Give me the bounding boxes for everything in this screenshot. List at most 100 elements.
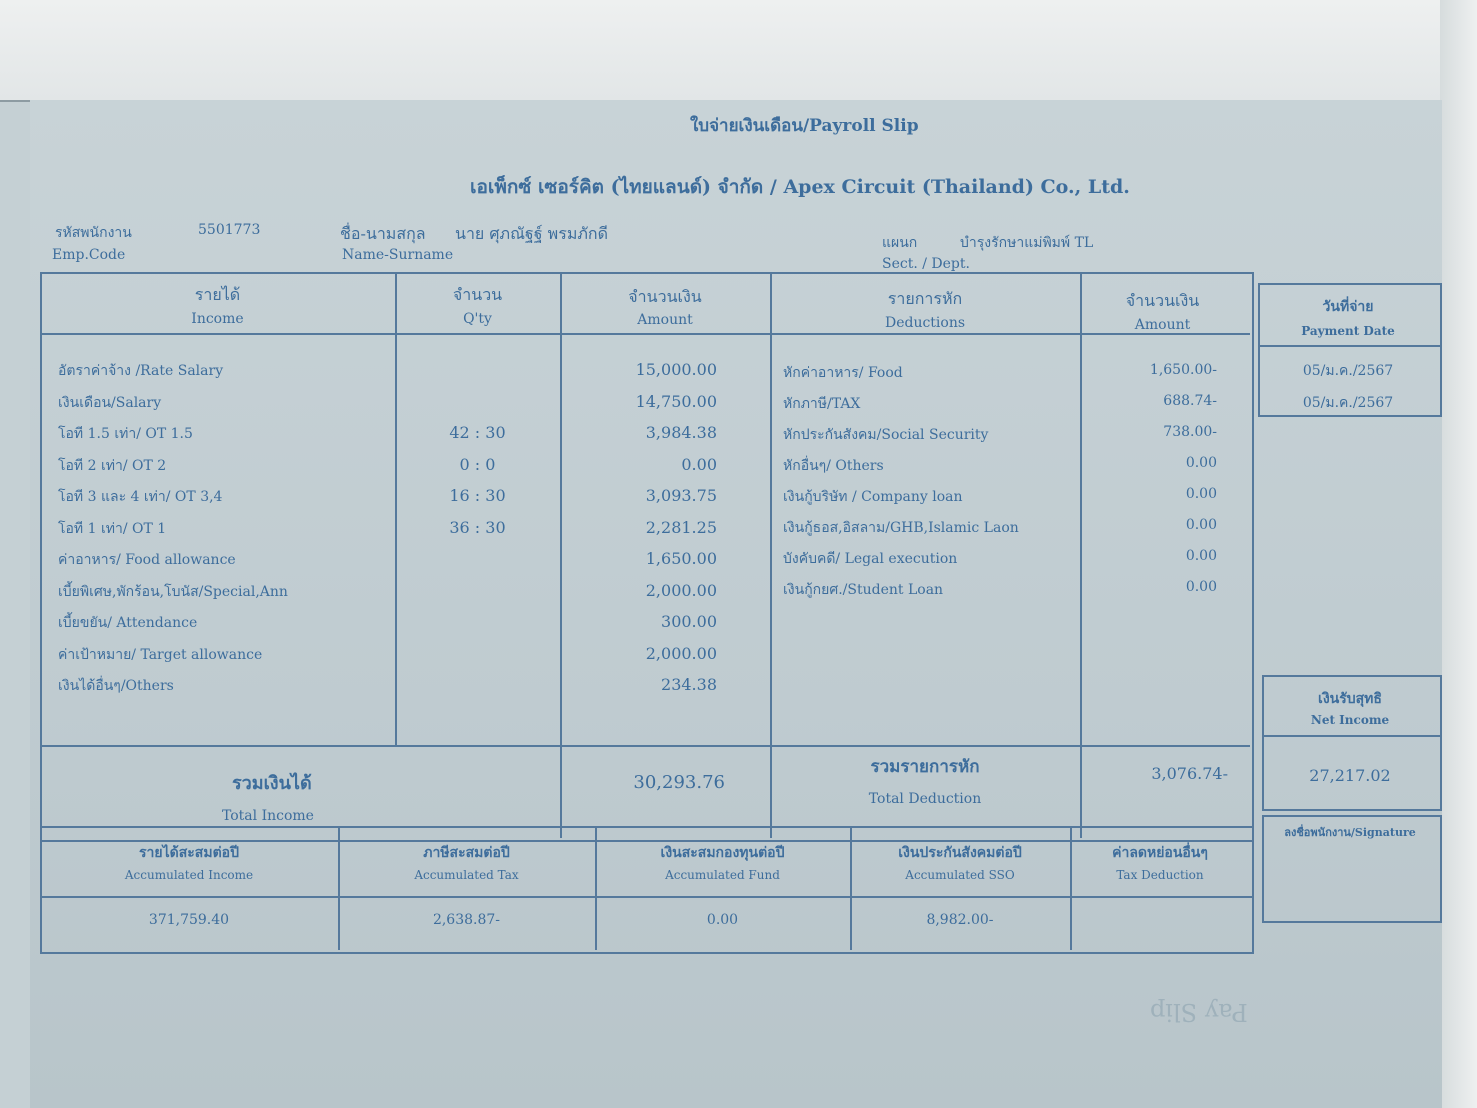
income-amount: 2,281.25 [645,517,717,537]
income-label: เบี้ยพิเศษ,พักร้อน,โบนัส/Special,Ann [58,583,288,600]
accumulated-table [40,826,1254,954]
adjacent-sheet [1440,0,1477,1108]
income-label: โอที 1.5 เท่า/ OT 1.5 [58,426,193,442]
name-label-en: Name-Surname [342,247,454,263]
header-ded-amount-en: Amount [1134,317,1191,333]
income-amount: 300.00 [661,612,717,631]
dept-label-th: แผนก [882,235,918,251]
deduction-amount: 688.74- [1163,393,1217,409]
emp-code: 5501773 [198,222,261,238]
col-divider [395,272,397,747]
income-amount: 3,984.38 [645,423,717,442]
income-amount: 234.38 [661,675,717,694]
total-deduction-value: 3,076.74- [1151,764,1228,783]
top-sheet [0,0,1477,102]
income-amount: 15,000.00 [635,360,717,379]
col-divider [1070,826,1072,950]
col-divider [560,272,562,838]
accumulated-value: 0.00 [706,912,739,928]
header-income-en: Income [191,311,244,327]
payment-date: 05/ม.ค./2567 [1302,395,1394,411]
net-income-value: 27,217.02 [1309,766,1391,785]
income-amount: 14,750.00 [635,391,717,411]
income-label: อัตราค่าจ้าง /Rate Salary [58,363,224,379]
income-amount: 2,000.00 [645,580,717,600]
header-qty-th: จำนวน [452,285,503,304]
accumulated-value: 8,982.00- [926,912,994,928]
net-income-label-th: เงินรับสุทธิ [1318,691,1382,707]
col-divider [338,826,340,950]
header-amount-th: จำนวนเงิน [628,287,702,306]
payment-date-label-en: Payment Date [1301,324,1395,338]
accumulated-label-en: Accumulated SSO [905,868,1015,882]
deduction-label: เงินกู้ธอส,อิสลาม/GHB,Islamic Laon [783,520,1019,536]
accumulated-value: 2,638.87- [432,912,501,928]
accumulated-label-th: ภาษีสะสมต่อปี [423,845,510,861]
accumulated-label-th: เงินประกันสังคมต่อปี [898,845,1022,861]
emp-code-label-en: Emp.Code [52,247,126,263]
deduction-label: หักประกันสังคม/Social Security [783,427,989,443]
accumulated-label-th: เงินสะสมกองทุนต่อปี [660,845,785,861]
signature-label: ลงชื่อพนักงาน/Signature [1284,826,1416,839]
total-income-label-en: Total Income [222,808,314,824]
deduction-amount: 0.00 [1185,455,1217,471]
company-name: เอเพ็กซ์ เซอร์คิต (ไทยแลนด์) จำกัด / Ape… [470,176,1130,198]
income-label: โอที 3 และ 4 เท่า/ OT 3,4 [58,489,223,505]
total-income-value: 30,293.76 [633,772,725,793]
deduction-amount: 1,650.00- [1149,362,1217,378]
income-amount: 3,093.75 [645,486,717,505]
income-amount: 0.00 [681,454,717,474]
header-deductions-en: Deductions [884,315,966,331]
col-divider [595,826,597,950]
totals-divider [40,745,1250,747]
deduction-label: บังคับคดี/ Legal execution [783,551,958,567]
col-divider [850,826,852,950]
income-label: ค่าอาหาร/ Food allowance [58,552,236,568]
payroll-slip [30,100,1442,1108]
deduction-amount: 0.00 [1185,579,1217,595]
header-deductions-th: รายการหัก [887,289,963,308]
income-label: ค่าเป้าหมาย/ Target allowance [58,646,263,663]
name-label-th: ชื่อ-นามสกุล [340,224,426,243]
total-deduction-label-th: รวมรายการหัก [870,757,980,777]
faded-footer-text: Pay Slip [1150,998,1248,1026]
signature-box[interactable] [1262,815,1442,923]
employee-name: นาย ศุภณัฐฐ์ พรมภักดี [455,224,608,243]
income-label: โอที 2 เท่า/ OT 2 [58,457,167,474]
accumulated-label-en: Accumulated Income [124,868,254,882]
slip-title: ใบจ่ายเงินเดือน/Payroll Slip [690,116,919,136]
deduction-label: หักภาษี/TAX [783,396,861,412]
income-label: เงินเดือน/Salary [58,394,162,411]
deduction-amount: 0.00 [1185,548,1217,564]
divider [1258,345,1440,347]
dept-label-en: Sect. / Dept. [882,256,970,272]
col-divider [770,272,772,838]
accumulated-label-en: Accumulated Tax [414,868,519,882]
accumulated-label-en: Accumulated Fund [665,868,780,882]
accumulated-label-th: ค่าลดหย่อนอื่นๆ [1112,845,1208,861]
payment-date: 05/ม.ค./2567 [1302,363,1394,379]
deduction-amount: 0.00 [1185,517,1217,533]
accumulated-label-en: Tax Deduction [1116,868,1204,882]
total-deduction-label-en: Total Deduction [868,791,982,807]
accumulated-value: 371,759.40 [148,912,230,928]
income-label: เบี้ยขยัน/ Attendance [58,615,198,631]
divider [1262,735,1440,737]
net-income-box [1262,675,1442,811]
income-qty: 0 : 0 [459,454,496,474]
income-amount: 1,650.00 [645,549,717,568]
emp-code-label-th: รหัสพนักงาน [55,225,132,241]
income-label: เงินได้อื่นๆ/Others [58,678,174,694]
header-qty-en: Q'ty [463,311,492,327]
main-table [40,272,1254,842]
deduction-amount: 738.00- [1163,424,1217,440]
income-label: โอที 1 เท่า/ OT 1 [58,520,167,537]
income-qty: 16 : 30 [449,486,506,505]
payment-date-label-th: วันที่จ่าย [1322,299,1374,315]
income-qty: 36 : 30 [449,517,506,537]
col-divider [1080,272,1082,838]
header-divider [40,333,1250,335]
deduction-amount: 0.00 [1185,486,1217,502]
divider [40,896,1252,898]
income-amount: 2,000.00 [645,643,717,663]
